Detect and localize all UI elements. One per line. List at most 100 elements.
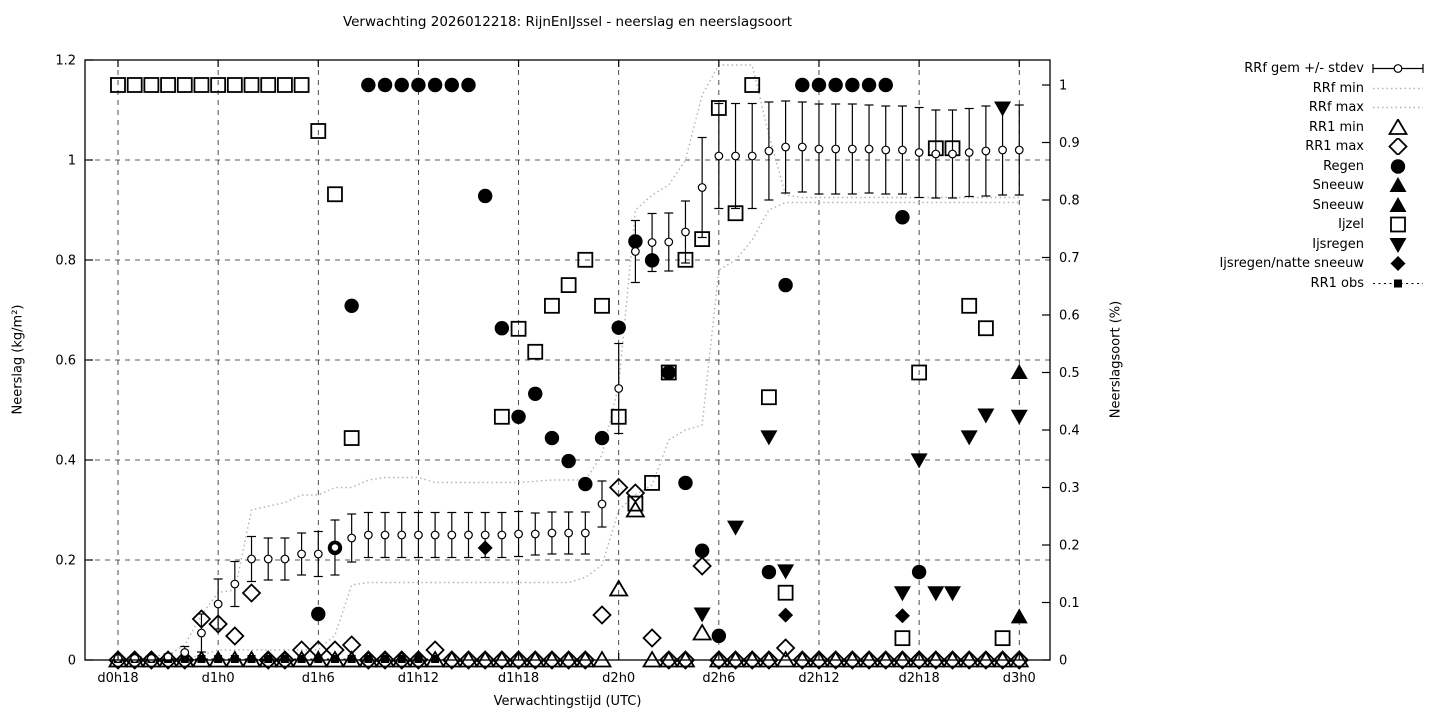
ijzel-point <box>894 630 911 647</box>
rrf-gem-point <box>931 149 941 159</box>
rr1_max-point <box>475 650 495 670</box>
rr1_max-point <box>291 640 312 660</box>
regen-point <box>694 543 710 558</box>
rr1_min-point <box>909 650 930 668</box>
rrf-gem-point <box>1014 145 1024 155</box>
rr1_max-point <box>992 650 1013 670</box>
ijsregen_natte_sneeuw-point <box>894 608 910 624</box>
rrf-gem-point <box>831 144 841 154</box>
rr1_min-point <box>725 650 746 668</box>
sneeuw2-series <box>1010 608 1028 624</box>
y-tick-label: 0.2 <box>55 554 76 569</box>
regen-point <box>394 77 409 93</box>
rrf-gem-point <box>130 654 140 663</box>
diamond-open-marker <box>1388 138 1408 156</box>
ijzel-point <box>176 77 193 93</box>
regen-point <box>795 77 810 93</box>
rr1_min-point <box>174 650 195 668</box>
legend-item-regen: Regen <box>996 157 1426 177</box>
triangle-filled-marker <box>1389 196 1407 212</box>
legend-item-rr1_max: RR1 max <box>996 137 1426 157</box>
rr1_max-point <box>358 650 379 670</box>
ijsregen-point <box>977 408 995 424</box>
rrf-gem-point <box>380 530 390 540</box>
regen-point <box>911 564 927 580</box>
rrf-gem-point <box>514 529 523 539</box>
ijzel-point <box>777 584 794 601</box>
x-axis-title: Verwachtingstijd (UTC) <box>493 694 642 709</box>
rr1_min-point <box>959 650 980 668</box>
rr1_min-point <box>191 650 212 668</box>
rrf-gem-point <box>797 142 807 152</box>
regen-point <box>544 430 560 446</box>
legend-label-rrf_max: RRf max <box>1308 100 1364 116</box>
rrf-gem-point <box>847 144 857 154</box>
rr1_min-point <box>925 650 946 668</box>
rrf-gem-point <box>630 247 640 256</box>
rr1_max-point <box>241 583 262 603</box>
rr1_max-point <box>775 638 796 658</box>
rrf-gem-point <box>580 528 590 538</box>
triangle-down-filled-marker <box>1389 237 1407 253</box>
regen-point <box>661 365 676 380</box>
rrf-gem-point <box>464 530 473 540</box>
rr1_min-point <box>825 650 846 668</box>
rrf-gem-point <box>414 530 423 540</box>
ijsregen-point <box>944 586 961 602</box>
rr1_max-point <box>809 650 829 670</box>
rrf-gem-series <box>113 100 1024 663</box>
ijzel-point <box>744 77 761 93</box>
rr1_min-point <box>775 650 796 668</box>
legend-sample-sneeuw <box>1389 177 1407 193</box>
ijzel-point <box>527 343 544 360</box>
rr1_max-point <box>325 640 345 660</box>
rrf-gem-point <box>864 144 874 154</box>
x-tick-label: d1h6 <box>302 671 335 686</box>
legend-label-rrf_min: RRf min <box>1312 80 1364 96</box>
ijsregen-point <box>910 453 928 469</box>
rr1_min-point <box>658 650 679 668</box>
y2-tick-label: 0.8 <box>1059 194 1080 209</box>
regen-point <box>427 77 443 93</box>
rrf-gem-point <box>647 238 657 247</box>
legend-sample-sneeuw2 <box>1389 196 1407 212</box>
rrf-gem-point <box>814 144 824 154</box>
rr1_min-point <box>157 650 179 668</box>
legend-label-sneeuw2: Sneeuw <box>1312 197 1364 213</box>
rr1_max-point <box>725 650 746 670</box>
legend-item-ijsregen: Ijsregen <box>996 235 1426 255</box>
y2-tick-label: 0.5 <box>1059 366 1080 381</box>
rr1_min-point <box>625 500 646 518</box>
rr1_min-point <box>274 650 295 668</box>
rr1_max-point <box>926 650 946 670</box>
ijzel-point <box>160 77 176 93</box>
x-tick-label: d1h12 <box>398 671 439 686</box>
rr1_min-point <box>975 650 996 668</box>
legend-item-rrf_max: RRf max <box>996 98 1426 118</box>
rrf-gem-point <box>480 530 490 540</box>
rrf-gem-point <box>731 151 740 161</box>
rrf-gem-point <box>614 384 624 393</box>
rr1_max-point <box>442 650 462 670</box>
legend-label-rr1_min: RR1 min <box>1309 119 1364 135</box>
rrf-gem-point <box>330 543 340 552</box>
regen-point <box>861 77 877 93</box>
regen-point <box>561 453 576 469</box>
rr1_max-point <box>959 650 979 670</box>
rr1_min-point <box>341 650 362 668</box>
rr1_min-point <box>391 650 412 668</box>
y2-tick-label: 0 <box>1059 654 1067 669</box>
legend-label-rr1_obs: RR1 obs <box>1310 275 1364 291</box>
rr1_max-point <box>692 556 712 576</box>
ijzel-point <box>761 389 777 406</box>
rr1_max-point <box>124 650 145 670</box>
ijsregen-series <box>693 101 1028 623</box>
rr1_max-point <box>909 650 929 670</box>
y2-tick-label: 1 <box>1059 79 1067 94</box>
rr1_max-point <box>141 650 162 670</box>
x-tick-label: d3h0 <box>1003 671 1036 686</box>
rr1_min-point <box>208 650 229 668</box>
rr1_max-point <box>525 650 546 670</box>
rr1_max-series <box>108 477 1030 670</box>
ijzel-point <box>560 277 577 294</box>
